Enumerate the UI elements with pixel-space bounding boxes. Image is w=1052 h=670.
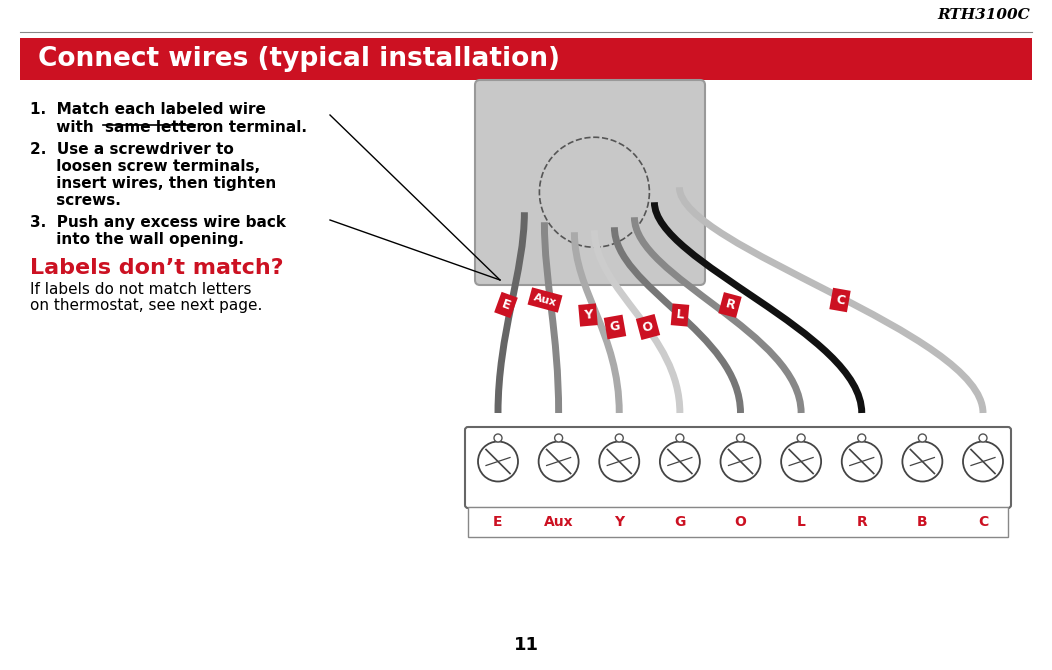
- Text: loosen screw terminals,: loosen screw terminals,: [31, 159, 260, 174]
- Text: RTH3100C: RTH3100C: [937, 8, 1030, 22]
- Circle shape: [842, 442, 882, 482]
- Text: C: C: [978, 515, 988, 529]
- Circle shape: [494, 434, 502, 442]
- Text: G: G: [674, 515, 686, 529]
- Text: 3.  Push any excess wire back: 3. Push any excess wire back: [31, 215, 286, 230]
- FancyBboxPatch shape: [476, 80, 705, 285]
- Circle shape: [782, 442, 822, 482]
- Text: O: O: [734, 515, 747, 529]
- Text: Y: Y: [583, 308, 593, 322]
- Text: 11: 11: [513, 636, 539, 654]
- Circle shape: [918, 434, 927, 442]
- Text: screws.: screws.: [31, 193, 121, 208]
- Circle shape: [903, 442, 943, 482]
- Text: R: R: [856, 515, 867, 529]
- FancyBboxPatch shape: [468, 507, 1008, 537]
- Text: insert wires, then tighten: insert wires, then tighten: [31, 176, 277, 191]
- Text: Aux: Aux: [544, 515, 573, 529]
- Circle shape: [600, 442, 640, 482]
- Text: with: with: [31, 120, 99, 135]
- Text: If labels do not match letters: If labels do not match letters: [31, 282, 251, 297]
- Circle shape: [660, 442, 700, 482]
- Text: Connect wires (typical installation): Connect wires (typical installation): [38, 46, 560, 72]
- Circle shape: [554, 434, 563, 442]
- Circle shape: [857, 434, 866, 442]
- Circle shape: [539, 442, 579, 482]
- Text: into the wall opening.: into the wall opening.: [31, 232, 244, 247]
- Text: 2.  Use a screwdriver to: 2. Use a screwdriver to: [31, 142, 234, 157]
- Text: L: L: [796, 515, 806, 529]
- Text: B: B: [917, 515, 928, 529]
- Circle shape: [478, 442, 518, 482]
- FancyBboxPatch shape: [465, 427, 1011, 508]
- Circle shape: [963, 442, 1003, 482]
- Text: 1.  Match each labeled wire: 1. Match each labeled wire: [31, 102, 266, 117]
- Text: O: O: [641, 320, 654, 334]
- Text: same letter: same letter: [105, 120, 204, 135]
- FancyBboxPatch shape: [20, 38, 1032, 80]
- Circle shape: [736, 434, 745, 442]
- Circle shape: [979, 434, 987, 442]
- Circle shape: [797, 434, 805, 442]
- Text: Y: Y: [614, 515, 624, 529]
- Text: E: E: [493, 515, 503, 529]
- Text: on terminal.: on terminal.: [197, 120, 307, 135]
- Text: Labels don’t match?: Labels don’t match?: [31, 258, 284, 278]
- Text: C: C: [834, 293, 846, 307]
- Text: E: E: [500, 297, 512, 313]
- Text: on thermostat, see next page.: on thermostat, see next page.: [31, 298, 262, 313]
- Text: G: G: [609, 320, 621, 334]
- Circle shape: [615, 434, 623, 442]
- Text: R: R: [724, 297, 736, 312]
- Circle shape: [675, 434, 684, 442]
- Circle shape: [721, 442, 761, 482]
- Text: Aux: Aux: [532, 292, 558, 308]
- Text: L: L: [675, 308, 685, 322]
